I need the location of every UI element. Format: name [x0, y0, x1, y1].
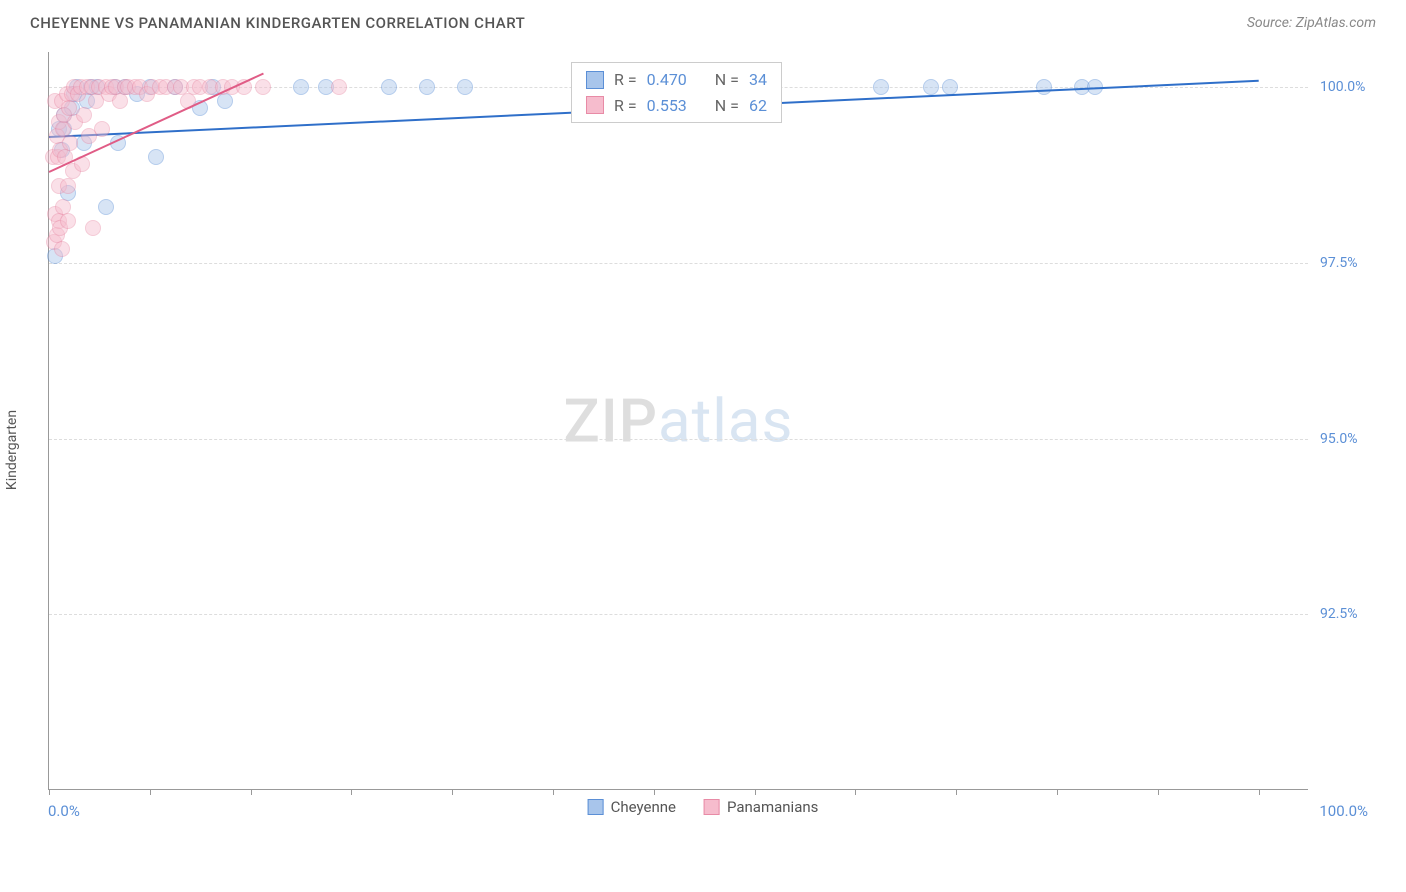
r-label: R =: [614, 93, 637, 119]
r-value: 0.553: [647, 93, 687, 119]
watermark-atlas: atlas: [658, 385, 793, 456]
x-tick: [755, 789, 756, 795]
n-label: N =: [715, 93, 739, 119]
scatter-point: [1036, 79, 1052, 95]
x-tick: [49, 789, 50, 795]
scatter-point: [419, 79, 435, 95]
scatter-point: [293, 79, 309, 95]
scatter-point: [381, 79, 397, 95]
y-tick-label: 97.5%: [1320, 255, 1390, 271]
scatter-point: [98, 199, 114, 215]
n-value: 62: [749, 93, 767, 119]
y-tick-label: 92.5%: [1320, 606, 1390, 622]
scatter-point: [457, 79, 473, 95]
x-tick: [351, 789, 352, 795]
watermark: ZIPatlas: [564, 385, 794, 456]
x-tick: [251, 789, 252, 795]
r-label: R =: [614, 67, 637, 93]
scatter-point: [217, 93, 233, 109]
x-tick: [553, 789, 554, 795]
x-tick: [150, 789, 151, 795]
scatter-point: [54, 241, 70, 257]
scatter-point: [148, 149, 164, 165]
y-tick-label: 100.0%: [1320, 79, 1390, 95]
scatter-point: [112, 93, 128, 109]
chart-title: CHEYENNE VS PANAMANIAN KINDERGARTEN CORR…: [30, 14, 525, 32]
scatter-point: [94, 121, 110, 137]
stats-row: R = 0.553 N = 62: [586, 93, 767, 119]
scatter-point: [255, 79, 271, 95]
gridline: [49, 614, 1308, 615]
legend-item: Cheyenne: [588, 798, 676, 816]
x-tick: [1057, 789, 1058, 795]
scatter-point: [942, 79, 958, 95]
legend: Cheyenne Panamanians: [588, 798, 819, 816]
scatter-point: [60, 178, 76, 194]
x-tick: [654, 789, 655, 795]
scatter-point: [85, 220, 101, 236]
legend-swatch: [588, 799, 604, 815]
plot-area: ZIPatlas R =0.470N =34R =0.553N =62 100.…: [48, 52, 1308, 790]
scatter-point: [60, 213, 76, 229]
scatter-point: [76, 107, 92, 123]
legend-label: Panamanians: [727, 798, 818, 816]
scatter-point: [923, 79, 939, 95]
gridline: [49, 439, 1308, 440]
x-axis-max-label: 100.0%: [1319, 802, 1368, 820]
watermark-zip: ZIP: [564, 385, 658, 456]
y-tick-label: 95.0%: [1320, 431, 1390, 447]
source-attribution: Source: ZipAtlas.com: [1247, 15, 1376, 31]
scatter-point: [62, 135, 78, 151]
n-value: 34: [749, 67, 767, 93]
legend-item: Panamanians: [704, 798, 818, 816]
x-tick: [1259, 789, 1260, 795]
source-prefix: Source:: [1247, 15, 1296, 31]
x-axis-min-label: 0.0%: [48, 802, 80, 820]
y-axis-label: Kindergarten: [4, 410, 20, 490]
legend-swatch: [704, 799, 720, 815]
gridline: [49, 263, 1308, 264]
correlation-stats-box: R = 0.470 N = 34 R = 0.553 N = 62: [571, 62, 782, 123]
x-tick: [452, 789, 453, 795]
scatter-point: [873, 79, 889, 95]
series-swatch: [586, 96, 604, 114]
n-label: N =: [715, 67, 739, 93]
x-tick: [855, 789, 856, 795]
chart-container: Kindergarten ZIPatlas R = 0.470 N = 34 R = 0.…: [0, 42, 1406, 842]
scatter-point: [331, 79, 347, 95]
legend-label: Cheyenne: [611, 798, 676, 816]
series-swatch: [586, 71, 604, 89]
chart-header: CHEYENNE VS PANAMANIAN KINDERGARTEN CORR…: [0, 0, 1406, 42]
stats-row: R = 0.470 N = 34: [586, 67, 767, 93]
x-tick: [1158, 789, 1159, 795]
source-name: ZipAtlas.com: [1296, 15, 1376, 31]
r-value: 0.470: [647, 67, 687, 93]
x-tick: [956, 789, 957, 795]
